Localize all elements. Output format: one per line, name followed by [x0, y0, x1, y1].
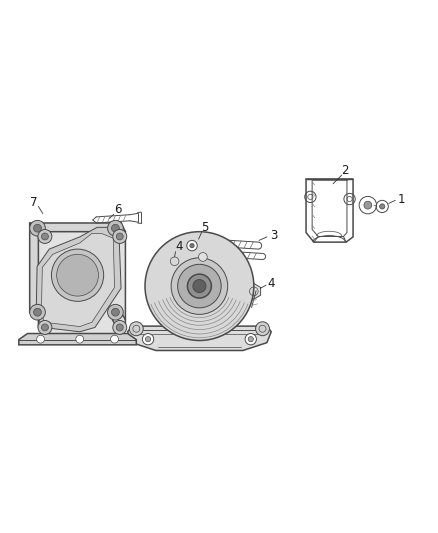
Text: 4: 4 [175, 240, 183, 253]
Circle shape [112, 308, 119, 316]
Circle shape [171, 258, 228, 314]
Circle shape [245, 334, 256, 345]
Polygon shape [127, 326, 271, 351]
Circle shape [112, 224, 119, 232]
Circle shape [142, 334, 154, 345]
Circle shape [116, 324, 123, 331]
Circle shape [38, 320, 52, 334]
Polygon shape [186, 238, 210, 266]
Polygon shape [30, 223, 121, 320]
Circle shape [34, 308, 42, 316]
Circle shape [178, 264, 221, 308]
Polygon shape [36, 228, 121, 332]
Polygon shape [19, 334, 136, 345]
Polygon shape [247, 284, 261, 299]
Circle shape [30, 304, 46, 320]
Circle shape [42, 233, 48, 240]
Circle shape [145, 336, 151, 342]
Circle shape [364, 201, 372, 209]
Circle shape [198, 253, 207, 261]
Circle shape [38, 230, 52, 244]
Polygon shape [168, 254, 181, 269]
Circle shape [129, 322, 143, 336]
Circle shape [255, 322, 269, 336]
Circle shape [116, 233, 123, 240]
Circle shape [145, 232, 254, 341]
Circle shape [37, 335, 45, 343]
Polygon shape [42, 233, 115, 327]
Text: 3: 3 [270, 229, 277, 241]
Circle shape [193, 279, 206, 293]
Text: 4: 4 [268, 277, 275, 289]
Circle shape [113, 320, 127, 334]
Circle shape [108, 220, 123, 236]
Circle shape [111, 335, 118, 343]
Circle shape [30, 220, 46, 236]
Circle shape [113, 230, 127, 244]
Circle shape [190, 244, 194, 248]
Circle shape [34, 224, 42, 232]
Circle shape [187, 240, 197, 251]
Text: 5: 5 [201, 221, 209, 234]
Circle shape [108, 304, 123, 320]
Circle shape [76, 335, 84, 343]
Circle shape [187, 274, 212, 298]
Polygon shape [39, 232, 125, 335]
Text: 1: 1 [398, 192, 406, 206]
Circle shape [42, 324, 48, 331]
Circle shape [248, 336, 253, 342]
Text: 7: 7 [30, 196, 38, 208]
Circle shape [57, 254, 99, 296]
Circle shape [380, 204, 385, 209]
Text: 6: 6 [114, 204, 122, 216]
Text: 2: 2 [342, 164, 349, 177]
Circle shape [51, 249, 104, 301]
